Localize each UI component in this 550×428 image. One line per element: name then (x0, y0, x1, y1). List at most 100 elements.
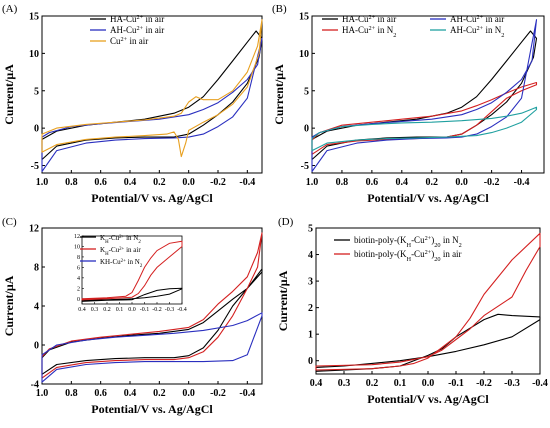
x-tick-label: 0.8 (336, 177, 349, 188)
inset-x-tick-label: 0.4 (78, 307, 86, 313)
y-tick-label: 5 (304, 86, 309, 97)
legend-label: biotin-poly-(KH-Cu2+)20 in air (354, 249, 462, 263)
y-axis-label: Current/μA (276, 270, 290, 331)
y-tick-label: 8 (34, 263, 39, 274)
inset-y-tick-label: 12 (74, 234, 80, 240)
legend-label: AH-Cu2+ in air (450, 14, 504, 25)
y-tick-label: -4 (31, 380, 39, 391)
y-tick-label: 15 (29, 12, 39, 23)
x-tick-label: 0.8 (65, 388, 78, 399)
x-tick-label: -0.2 (210, 177, 226, 188)
x-tick-label: -0.3 (504, 378, 520, 389)
inset-cv-curve (81, 287, 183, 302)
y-axis-label: Current/μA (2, 64, 16, 125)
x-tick-label: 1.0 (306, 177, 319, 188)
panel-c: (C) 1.0 0.8 0.6 0.4 0.2 0.0 -0.2 -0.4 -4 0 4 8 12 Pote… (2, 216, 263, 416)
y-tick-label: 2 (308, 303, 313, 314)
legend-label: AH-Cu2+ in air (110, 25, 164, 36)
x-tick-label: 0.3 (338, 378, 351, 389)
y-tick-label: 0 (34, 124, 39, 135)
inset-cv-curve (81, 240, 183, 301)
x-tick-label: 0.0 (455, 177, 468, 188)
x-tick-label: -0.4 (514, 177, 530, 188)
inset-x-tick-label: 0.1 (116, 307, 124, 313)
y-tick-label: 0 (304, 124, 309, 135)
legend-label: HA-Cu2+ in air (342, 14, 396, 25)
panel-d: (D) 0.4 0.3 0.2 0.1 0.0 -0.1 -0.2 -0.3 -0.4 0 1 2 3 4 5… (276, 216, 548, 406)
y-tick-label: 5 (34, 86, 39, 97)
legend-label: KH-Cu2+ in N2 (100, 258, 143, 269)
panel-a: (A) 1.0 0.8 0.6 0.4 0.2 0.0 -0.2 -0.4 -5 0 5 10 15 Pot… (2, 3, 263, 205)
cv-curve (315, 232, 541, 371)
legend-label: KH-Cu2+ in N2 (100, 234, 141, 245)
inset-x-tick-label: 0.0 (128, 307, 136, 313)
x-tick-label: -0.4 (239, 388, 255, 399)
x-tick-label: 0.6 (94, 177, 107, 188)
y-tick-label: -5 (301, 161, 309, 172)
legend-label: AH-Cu2+ in N2 (450, 25, 504, 39)
legend-label: Cu2+ in air (110, 36, 148, 47)
panel-b: (B) 1.0 0.8 0.6 0.4 0.2 0.0 -0.2 -0.4 -5 0 5 10 15 Pot… (272, 3, 545, 205)
x-tick-label: -0.1 (448, 378, 464, 389)
y-axis-label: Current/μA (2, 275, 16, 336)
x-tick-label: -0.4 (532, 378, 548, 389)
y-tick-label: 3 (308, 277, 313, 288)
panel-tag: (C) (2, 216, 17, 228)
inset-x-tick-label: -0.1 (140, 307, 150, 313)
inset-x-tick-label: -0.4 (177, 307, 187, 313)
x-tick-label: 0.2 (366, 378, 379, 389)
y-tick-label: 10 (299, 49, 309, 60)
y-tick-label: 5 (308, 224, 313, 235)
x-tick-label: 1.0 (36, 177, 49, 188)
x-axis-label: Potential/V vs. Ag/AgCl (367, 191, 489, 205)
legend-label: HA-Cu2+ in air (110, 14, 164, 25)
x-tick-label: 0.8 (65, 177, 78, 188)
x-tick-label: -0.2 (210, 388, 226, 399)
x-axis-label: Potential/V vs. Ag/AgCl (91, 191, 213, 205)
x-tick-label: 0.0 (182, 388, 195, 399)
cv-curve (41, 19, 263, 158)
x-tick-label: -0.2 (476, 378, 492, 389)
inset-x-tick-label: 0.2 (103, 307, 111, 313)
y-tick-label: 4 (308, 250, 313, 261)
plot-frame (311, 15, 545, 174)
x-axis-label: Potential/V vs. Ag/AgCl (91, 402, 213, 416)
x-tick-label: 0.2 (425, 177, 438, 188)
y-tick-label: 0 (34, 341, 39, 352)
y-tick-label: -5 (31, 161, 39, 172)
legend-label: biotin-poly-(KH-Cu2+)20 in N2 (354, 235, 462, 249)
y-tick-label: 15 (299, 12, 309, 23)
x-tick-label: 0.4 (310, 378, 323, 389)
cv-curve (311, 106, 538, 152)
legend-label: KH-Cu2+ in air (100, 246, 141, 257)
y-axis-label: Current/μA (272, 64, 286, 125)
y-tick-label: 0 (308, 356, 313, 367)
x-tick-label: 0.6 (94, 388, 107, 399)
x-tick-label: 0.0 (182, 177, 195, 188)
y-tick-label: 12 (29, 224, 39, 235)
y-tick-label: 1 (308, 330, 313, 341)
inset-x-tick-label: -0.3 (165, 307, 175, 313)
y-tick-label: 4 (34, 302, 39, 313)
inset-y-tick-label: 6 (77, 265, 80, 271)
x-tick-label: -0.2 (484, 177, 500, 188)
x-tick-label: 0.2 (153, 388, 166, 399)
panel-tag: (A) (2, 3, 18, 15)
inset-x-tick-label: -0.2 (152, 307, 162, 313)
x-tick-label: 0.4 (396, 177, 409, 188)
x-tick-label: 0.4 (124, 177, 137, 188)
x-tick-label: -0.4 (239, 177, 255, 188)
inset-y-tick-label: 10 (74, 244, 80, 250)
cv-curve (311, 81, 538, 155)
panel-tag: (B) (272, 3, 287, 15)
inset-x-tick-label: 0.3 (91, 307, 99, 313)
x-tick-label: 0.1 (394, 378, 407, 389)
x-tick-label: 0.0 (422, 378, 435, 389)
inset-y-tick-label: 4 (77, 276, 80, 282)
x-tick-label: 1.0 (36, 388, 49, 399)
y-tick-label: 10 (29, 49, 39, 60)
panel-tag: (D) (278, 216, 294, 228)
inset-y-tick-label: 0 (77, 297, 80, 303)
cv-curve (41, 312, 263, 383)
